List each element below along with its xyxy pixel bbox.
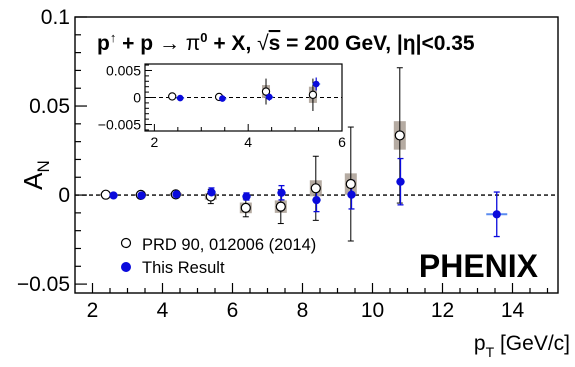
this-result-data-point: [109, 191, 118, 200]
inset-plot: 2 4 6 −0.005 0 0.005: [98, 62, 346, 150]
prd-data-point: [345, 178, 356, 190]
this-result-data-point: [347, 190, 356, 199]
y-tick-label: 0.05: [29, 95, 70, 118]
this-result-data-point: [396, 177, 405, 186]
plot-frame: [74, 16, 559, 294]
inset-this-result-data-point: [312, 80, 320, 88]
inset-y-tick-label: −0.005: [98, 117, 141, 133]
prd-data-point: [310, 183, 321, 194]
x-tick-label: 10: [361, 299, 384, 322]
axes: 2 4 6 8 10 12 14 −0.05 0 0.05 0.1: [17, 6, 549, 322]
this-result-data-point: [277, 188, 286, 197]
prd-data-point: [240, 202, 251, 213]
this-result-data-point: [207, 188, 216, 197]
x-tick-label: 2: [87, 299, 99, 322]
inset-y-tick-label: 0: [133, 90, 141, 106]
x-tick-label: 14: [501, 299, 525, 322]
inset-prd-data-point: [261, 87, 271, 96]
this-result-data-point: [242, 192, 251, 201]
prd-data-point: [100, 189, 111, 200]
this-result-data-point: [172, 190, 181, 199]
inset-this-result-data-point: [219, 95, 226, 102]
inset-y-tick-label: 0.005: [106, 62, 141, 78]
legend-label-this-result: This Result: [142, 259, 225, 277]
this-result-data-point: [312, 195, 321, 205]
inset-prd-data-point: [168, 92, 177, 101]
y-tick-label: 0: [58, 184, 70, 207]
legend-marker-open-circle: [120, 237, 132, 249]
x-tick-label: 12: [431, 299, 454, 322]
inset-x-tick-label: 2: [150, 134, 158, 150]
plot-border: [74, 16, 559, 294]
legend-label-prd: PRD 90, 012006 (2014): [142, 236, 316, 254]
inset-x-tick-label: 6: [338, 134, 346, 150]
x-tick-label: 8: [297, 299, 309, 322]
inset-this-result-data-point: [176, 94, 184, 102]
x-tick-label: 6: [227, 299, 239, 322]
inset-prd-data-point: [308, 90, 318, 99]
inset-this-result-data-point: [265, 93, 273, 101]
inset-x-tick-label: 4: [244, 134, 252, 150]
prd-data-point: [275, 201, 286, 212]
x-axis-label: pT [GeV/c]: [474, 332, 570, 360]
prd-data-point: [394, 130, 405, 141]
this-result-data-point: [137, 191, 146, 200]
x-tick-label: 4: [157, 299, 169, 322]
chart-title: p↑ + p → π0 + X, √s = 200 GeV, |η|<0.35: [97, 30, 475, 55]
y-tick-label: −0.05: [17, 273, 70, 296]
legend-marker-filled-circle: [121, 262, 131, 272]
data-series: [99, 67, 508, 242]
y-axis-label: AN: [18, 160, 53, 190]
legend: PRD 90, 012006 (2014) This Result: [120, 236, 316, 277]
phenix-watermark: PHENIX: [419, 248, 539, 284]
y-tick-label: 0.1: [41, 6, 70, 29]
this-result-data-point: [492, 210, 501, 219]
